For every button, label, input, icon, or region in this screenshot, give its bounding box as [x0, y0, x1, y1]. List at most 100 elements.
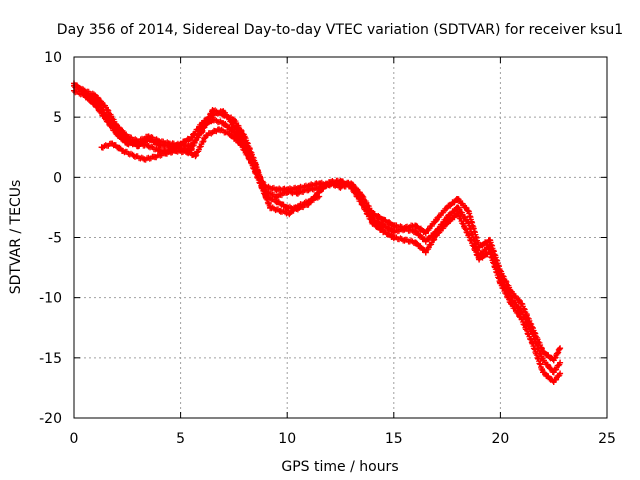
data-point [188, 134, 195, 141]
x-tick-label: 5 [176, 431, 185, 447]
data-point [124, 133, 131, 140]
x-tick-label: 15 [385, 431, 403, 447]
data-point [401, 226, 408, 233]
data-point [369, 220, 376, 227]
data-point [412, 239, 419, 246]
data-point [286, 210, 293, 217]
data-point [454, 210, 461, 217]
data-point [390, 234, 397, 241]
data-point [102, 104, 109, 111]
data-point [113, 122, 120, 129]
data-point [113, 131, 120, 138]
data-point [305, 198, 312, 205]
data-point [273, 186, 280, 193]
data-point [220, 111, 227, 118]
data-point [173, 147, 180, 154]
data-point [188, 143, 195, 150]
data-points [71, 80, 564, 385]
data-point [237, 140, 244, 147]
y-tick-label: 10 [44, 50, 62, 66]
data-point [433, 216, 440, 223]
data-point [92, 102, 99, 109]
data-point [454, 204, 461, 211]
data-point [358, 200, 365, 207]
data-point [166, 140, 173, 147]
data-point [81, 87, 88, 94]
grid-lines [74, 57, 607, 418]
data-point [92, 92, 99, 99]
data-point [380, 216, 387, 223]
y-tick-label: -5 [48, 231, 62, 247]
data-point [326, 179, 333, 186]
data-point [486, 242, 493, 249]
x-tick-label: 20 [491, 431, 509, 447]
data-point [557, 359, 564, 366]
data-point [294, 203, 301, 210]
data-point [454, 195, 461, 202]
x-axis-label: GPS time / hours [281, 459, 398, 475]
data-point [476, 256, 483, 263]
data-point [156, 138, 163, 145]
data-point [529, 340, 536, 347]
data-point [557, 345, 564, 352]
series-track-d [98, 126, 323, 218]
data-point [540, 357, 547, 364]
data-point [465, 232, 472, 239]
data-point [284, 188, 291, 195]
chart-title: Day 356 of 2014, Sidereal Day-to-day VTE… [57, 22, 623, 38]
data-point [433, 232, 440, 239]
x-tick-label: 25 [598, 431, 616, 447]
data-point [508, 300, 515, 307]
data-point [422, 248, 429, 255]
data-point [230, 116, 237, 123]
data-point [316, 193, 323, 200]
data-point [337, 183, 344, 190]
data-point [102, 116, 109, 123]
data-point [390, 228, 397, 235]
data-point [141, 156, 148, 163]
data-point [215, 126, 222, 133]
data-point [444, 220, 451, 227]
data-point [422, 229, 429, 236]
data-point [497, 280, 504, 287]
data-point [134, 138, 141, 145]
x-tick-label: 0 [70, 431, 79, 447]
data-point [130, 152, 137, 159]
data-point [183, 149, 190, 156]
data-point [557, 370, 564, 377]
series-track-b [71, 87, 564, 376]
data-point [162, 150, 169, 157]
data-point [273, 198, 280, 205]
data-point [380, 222, 387, 229]
data-point [192, 152, 199, 159]
data-point [198, 128, 205, 135]
data-point [98, 144, 105, 151]
data-point [380, 228, 387, 235]
data-point [550, 357, 557, 364]
data-point [486, 248, 493, 255]
y-tick-label: -20 [39, 411, 62, 427]
series-track-c [71, 82, 564, 385]
y-axis-label: SDTVAR / TECUs [8, 180, 24, 295]
data-point [348, 183, 355, 190]
data-point [145, 133, 152, 140]
data-point [390, 222, 397, 229]
x-tick-label: 10 [278, 431, 296, 447]
data-point [444, 214, 451, 221]
data-point [294, 189, 301, 196]
axis-ticks: 0 5 10 15 20 25 -20 -15 -10 -5 0 5 10 [39, 50, 616, 447]
data-point [550, 369, 557, 376]
series-trace [71, 87, 563, 376]
data-point [258, 183, 265, 190]
data-point [444, 204, 451, 211]
data-point [540, 369, 547, 376]
data-point [152, 153, 159, 160]
data-point [267, 204, 274, 211]
y-tick-label: 0 [53, 170, 62, 186]
data-point [465, 208, 472, 215]
data-point [412, 228, 419, 235]
data-point [145, 143, 152, 150]
data-point [550, 378, 557, 385]
data-point [465, 220, 472, 227]
